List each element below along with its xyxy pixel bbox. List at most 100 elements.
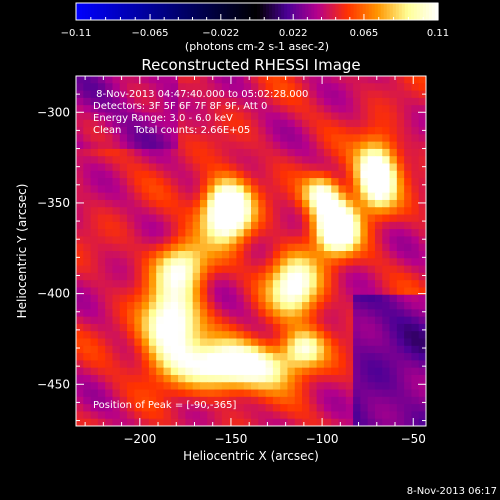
heatmap-cell — [141, 127, 150, 135]
heatmap-cell — [396, 214, 405, 223]
heatmap-cell — [265, 236, 274, 245]
heatmap-cell — [185, 353, 194, 361]
heatmap-cell — [97, 309, 106, 318]
heatmap-cell — [105, 309, 113, 318]
heatmap-cell — [229, 316, 237, 325]
colorbar-cell — [383, 3, 388, 20]
heatmap-cell — [265, 251, 274, 259]
heatmap-cell — [265, 214, 274, 223]
heatmap-cell — [294, 90, 303, 99]
heatmap-cell — [148, 367, 157, 376]
heatmap-cell — [229, 214, 237, 223]
heatmap-cell — [156, 374, 164, 383]
heatmap-cell — [360, 323, 369, 332]
heatmap-cell — [163, 287, 172, 296]
heatmap-cell — [382, 156, 391, 164]
heatmap-cell — [148, 163, 157, 172]
heatmap-cell — [345, 345, 354, 354]
colorbar-cell — [205, 3, 210, 20]
heatmap-cell — [338, 105, 347, 113]
heatmap-cell — [178, 382, 186, 391]
heatmap-cell — [374, 170, 383, 179]
heatmap-cell — [178, 127, 186, 135]
heatmap-cell — [76, 374, 84, 383]
heatmap-cell — [404, 389, 412, 398]
heatmap-cell — [221, 272, 230, 281]
heatmap-cell — [265, 367, 274, 376]
heatmap-cell — [374, 251, 383, 259]
heatmap-cell — [119, 280, 128, 288]
heatmap-cell — [316, 265, 325, 274]
heatmap-cell — [360, 97, 369, 106]
heatmap-cell — [323, 148, 332, 157]
heatmap-cell — [156, 105, 164, 113]
heatmap-cell — [389, 396, 398, 405]
heatmap-cell — [207, 389, 216, 398]
heatmap-cell — [389, 76, 398, 84]
heatmap-cell — [112, 280, 121, 288]
heatmap-cell — [170, 243, 179, 252]
heatmap-cell — [287, 367, 296, 376]
x-axis: −200 −150 −100 −50 — [84, 76, 426, 446]
heatmap-cell — [236, 141, 245, 150]
heatmap-cell — [316, 243, 325, 252]
heatmap-cell — [192, 76, 201, 84]
heatmap-cell — [90, 221, 99, 230]
heatmap-cell — [76, 127, 84, 135]
heatmap-cell — [163, 251, 172, 259]
heatmap-cell — [411, 178, 420, 186]
heatmap-cell — [127, 287, 135, 296]
heatmap-cell — [323, 141, 332, 150]
heatmap-cell — [404, 316, 412, 325]
heatmap-cell — [345, 112, 354, 121]
heatmap-cell — [156, 119, 164, 128]
heatmap-cell — [229, 127, 237, 135]
heatmap-cell — [411, 199, 420, 208]
heatmap-cell — [302, 302, 310, 310]
heatmap-cell — [229, 272, 237, 281]
heatmap-cell — [382, 404, 391, 412]
colorbar-cell — [136, 3, 140, 20]
heatmap-cell — [141, 382, 150, 391]
heatmap-cell — [236, 309, 245, 318]
heatmap-cell — [360, 265, 369, 274]
heatmap-cell — [221, 76, 230, 84]
heatmap-cell — [76, 105, 84, 113]
heatmap-cell — [163, 323, 172, 332]
colorbar-cell — [347, 3, 352, 20]
heatmap-cell — [76, 163, 84, 172]
heatmap-cell — [243, 353, 252, 361]
heatmap-cell — [207, 214, 216, 223]
heatmap-cell — [236, 148, 245, 157]
heatmap-cell — [251, 287, 259, 296]
heatmap-cell — [178, 76, 186, 84]
heatmap-cell — [309, 148, 318, 157]
heatmap-cell — [148, 214, 157, 223]
heatmap-cell — [258, 382, 267, 391]
heatmap-cell — [280, 404, 288, 412]
heatmap-cell — [338, 367, 347, 376]
heatmap-cell — [367, 207, 376, 216]
heatmap-cell — [280, 112, 288, 121]
heatmap-cell — [404, 127, 412, 135]
heatmap-cell — [396, 389, 405, 398]
heatmap-cell — [214, 127, 223, 135]
heatmap-cell — [309, 309, 318, 318]
heatmap-cell — [411, 258, 420, 267]
heatmap-cell — [170, 76, 179, 84]
heatmap-cell — [374, 192, 383, 201]
heatmap-cell — [134, 389, 143, 398]
heatmap-cell — [382, 178, 391, 186]
heatmap-cell — [141, 389, 150, 398]
heatmap-cell — [236, 360, 245, 369]
heatmap-cell — [221, 170, 230, 179]
heatmap-cell — [170, 221, 179, 230]
heatmap-cell — [280, 418, 288, 426]
heatmap-cell — [141, 236, 150, 245]
heatmap-cell — [382, 294, 391, 303]
heatmap-cell — [236, 170, 245, 179]
heatmap-cell — [221, 236, 230, 245]
heatmap-cell — [353, 236, 361, 245]
heatmap-cell — [309, 382, 318, 391]
heatmap-cell — [265, 97, 274, 106]
